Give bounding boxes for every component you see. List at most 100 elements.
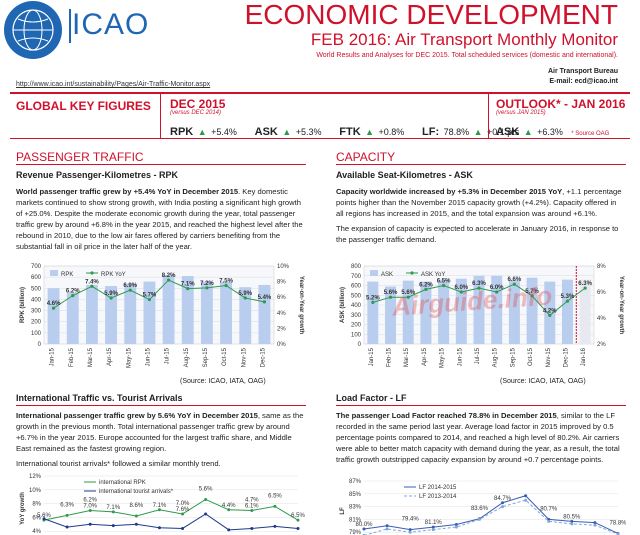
y-tick-label: 85% (349, 492, 362, 498)
bar (47, 288, 60, 344)
intl-paragraph: International passenger traffic grew by … (16, 410, 306, 454)
yoy-point (224, 283, 228, 288)
passenger-paragraph: World passenger traffic grew by +5.4% Yo… (16, 186, 306, 252)
up-arrow-icon: ▲ (473, 127, 483, 137)
series-point (65, 513, 69, 517)
y-tick-label: 4% (32, 529, 41, 535)
yoy-point (51, 306, 56, 310)
yoy-data-label: 6.2% (419, 282, 433, 288)
yoy-data-label: 6.9% (123, 283, 137, 289)
page-title: ECONOMIC DEVELOPMENT (244, 0, 618, 30)
y-tick-label: 400 (351, 303, 362, 309)
ask-chart: 0 100 200 300 400 500 600 700 800 2% 4% 6% 8% Jan-15 F… (340, 264, 624, 368)
series-point (134, 522, 138, 526)
bar (508, 279, 520, 344)
data-label: 6.5% (291, 513, 305, 519)
y-tick-label: 79% (349, 530, 362, 535)
yoy-point (530, 294, 534, 298)
y-tick-label: 200 (351, 323, 362, 329)
outlook-note: (versus JAN 2015) (496, 110, 546, 116)
source-url[interactable]: http://www.icao.int/sustainability/Pages… (16, 81, 211, 88)
y-tick-label: 300 (31, 309, 42, 315)
series-point (593, 521, 597, 525)
y-tick-label: 300 (351, 313, 362, 319)
bar (491, 275, 503, 344)
data-label: 79.4% (402, 517, 420, 523)
passenger-section-title: PASSENGER TRAFFIC (16, 150, 144, 164)
data-label: 7.0% (176, 501, 190, 507)
data-label: 4.7% (245, 498, 259, 504)
y-tick-label: 600 (31, 275, 42, 281)
data-label: 5.6% (37, 513, 51, 519)
x-tick-label: Jul-15 (475, 347, 481, 364)
x-tick-label: Jan-16 (581, 347, 587, 366)
yoy-line (53, 279, 265, 309)
y-tick-label: 600 (351, 284, 362, 290)
y-tick-label: 100 (31, 331, 42, 337)
x-tick-label: Aug-15 (493, 347, 499, 367)
y-tick-label: 6% (32, 515, 41, 521)
legend-label: international tourist arrivals* (99, 489, 174, 495)
yoy-point (71, 294, 75, 298)
yoy-data-label: 7.4% (85, 279, 99, 285)
yoy-point (205, 286, 209, 290)
outlook-figures: ASK ▲ +6.3% * Source OAG (496, 122, 609, 140)
series-point (454, 525, 458, 529)
legend-label: international RPK (99, 480, 146, 486)
intl-body: , same as the growth in the previous mon… (16, 411, 304, 453)
series-point (157, 526, 161, 530)
plot-area (43, 265, 275, 345)
x-tick-label: Aug-15 (184, 347, 190, 367)
y-tick-label: 8% (32, 502, 41, 508)
capacity-paragraph: Capacity worldwide increased by +5.3% in… (336, 186, 626, 220)
y-axis-label: ASK (billion) (340, 287, 346, 323)
bar (220, 281, 233, 344)
y-tick-label: 87% (349, 479, 362, 485)
series-point (227, 508, 231, 512)
series-point (524, 494, 528, 498)
data-label: 4.4% (222, 503, 236, 509)
y-tick-label: 500 (31, 286, 42, 292)
x-tick-label: Dec-15 (260, 347, 266, 367)
lf-extra: +0.1 pts (486, 127, 520, 137)
yoy-point (565, 299, 570, 303)
legend-label-bar: ASK (381, 272, 393, 278)
x-tick-label: Mar-15 (88, 347, 94, 367)
series-point (362, 527, 366, 531)
outlook-source: * Source OAG (571, 131, 610, 137)
bar (258, 284, 271, 344)
series-line (363, 499, 619, 535)
intl-lead: International passenger traffic grew by … (16, 411, 258, 420)
yoy-point (406, 295, 410, 299)
x-tick-label: Feb-15 (69, 347, 75, 367)
rpk-source-note: (Source: ICAO, IATA, OAG) (180, 378, 266, 385)
section-rule (16, 164, 306, 165)
yoy-data-label: 5.2% (366, 295, 380, 301)
yoy-data-label: 6.3% (578, 281, 592, 287)
data-label: 6.1% (245, 504, 259, 510)
bar (124, 283, 137, 344)
email-text[interactable]: E-mail: ecd@icao.int (549, 78, 618, 85)
series-point (134, 514, 138, 518)
section-rule (336, 164, 626, 165)
series-point (501, 505, 505, 509)
x-tick-label: Nov-15 (546, 347, 552, 367)
passenger-body: . Key domestic markets continued to show… (16, 187, 303, 251)
yoy-data-label: 5.7% (525, 289, 539, 295)
yoy-point (243, 296, 247, 300)
series-point (296, 526, 300, 530)
capacity-section-title: CAPACITY (336, 150, 396, 164)
bar (561, 279, 573, 344)
section-rule (336, 405, 626, 406)
yoy-point (166, 278, 171, 282)
y2-tick-label: 8% (597, 264, 606, 270)
y-axis-label: LF (340, 507, 346, 515)
data-label: 6.3% (60, 502, 74, 508)
x-tick-label: Oct-15 (528, 347, 534, 366)
y-tick-label: 100 (351, 332, 362, 338)
series-point (454, 523, 458, 527)
yoy-point (128, 288, 132, 292)
data-label: 84.7% (494, 496, 512, 502)
series-point (273, 524, 277, 528)
lf-label: LF: (422, 126, 440, 138)
